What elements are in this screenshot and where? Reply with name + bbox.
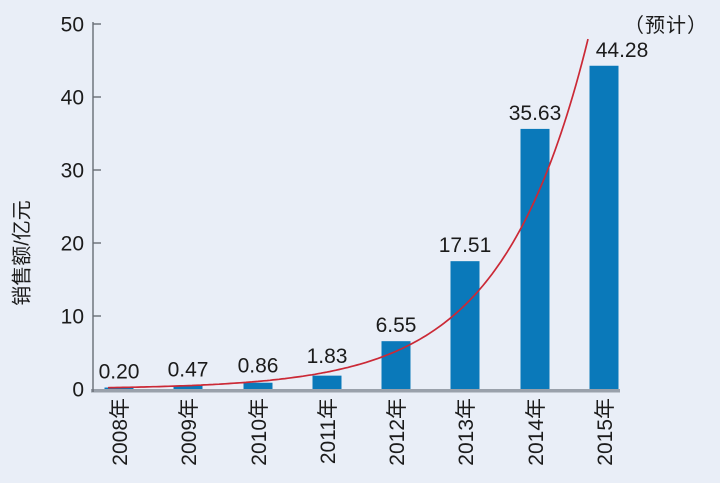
x-tick-label-2010年: 2010年 [248, 398, 271, 466]
x-tick-label-2008年: 2008年 [109, 398, 132, 466]
bar-2010年 [243, 382, 273, 389]
bar-2009年 [173, 385, 203, 389]
x-tick-label-2012年: 2012年 [386, 398, 409, 466]
y-tick-label-10: 10 [61, 306, 84, 329]
y-tick-label-0: 0 [72, 379, 84, 402]
bar-value-label-2015年: 44.28 [596, 39, 649, 62]
bar-value-label-2011年: 1.83 [307, 345, 348, 368]
bar-value-label-2009年: 0.47 [168, 359, 209, 382]
bar-2011年 [312, 375, 342, 389]
bar-2014年 [520, 128, 550, 389]
bar-value-label-2008年: 0.20 [99, 360, 140, 383]
bar-value-label-2014年: 35.63 [509, 102, 562, 125]
x-tick-label-2015年: 2015年 [594, 398, 617, 466]
x-tick-label-2013年: 2013年 [455, 398, 478, 466]
y-axis-title: 销售额/亿元 [11, 200, 34, 306]
trend-line [107, 38, 589, 389]
y-tick-label-40: 40 [61, 87, 84, 110]
x-tick-label-2014年: 2014年 [525, 398, 548, 466]
x-tick-label-2011年: 2011年 [317, 398, 340, 464]
y-tick-label-30: 30 [61, 160, 84, 183]
bar-value-label-2010年: 0.86 [238, 354, 279, 377]
forecast-note: （预计） [624, 15, 708, 37]
y-tick-label-50: 50 [61, 14, 84, 37]
bar-2015年 [589, 65, 619, 390]
x-tick-label-2009年: 2009年 [178, 398, 201, 466]
bar-2013年 [450, 261, 480, 389]
bar-2012年 [381, 341, 411, 389]
y-tick-label-20: 20 [61, 233, 84, 256]
bar-value-label-2013年: 17.51 [439, 234, 492, 257]
bar-value-label-2012年: 6.55 [376, 314, 417, 337]
